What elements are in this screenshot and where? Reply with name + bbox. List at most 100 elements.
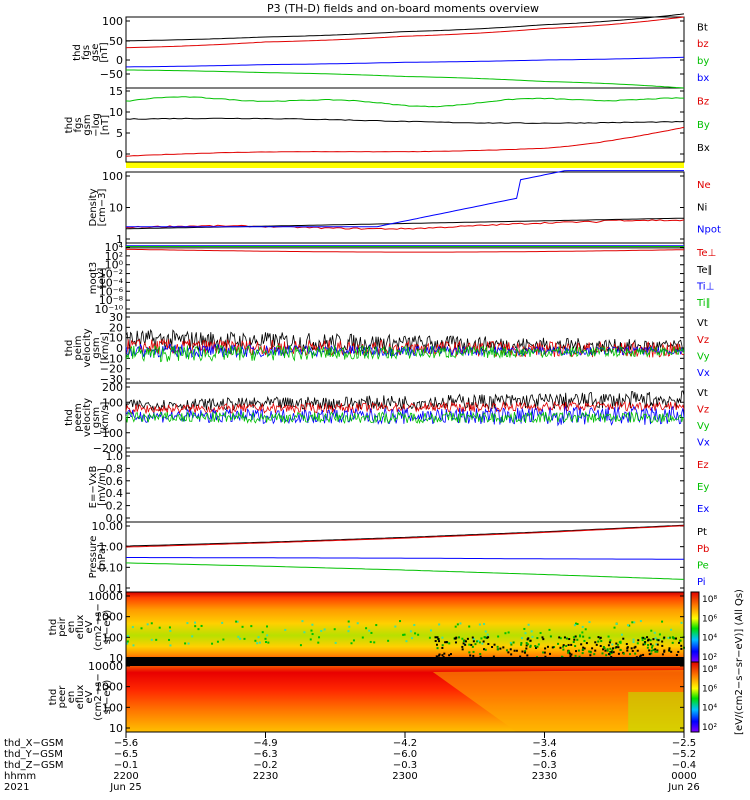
xaxis-value: −0.4 — [672, 760, 696, 771]
spec-pixel — [211, 642, 214, 645]
spec-pixel — [612, 651, 615, 654]
spec-pixel — [303, 631, 306, 634]
spec-pixel — [617, 652, 620, 655]
spec-pixel — [577, 649, 580, 652]
spec-pixel — [611, 643, 614, 646]
spec-pixel — [615, 642, 618, 645]
legend-entry: bz — [697, 39, 709, 50]
spec-pixel — [548, 628, 551, 631]
spec-pixel — [194, 621, 197, 624]
spec-pixel — [668, 647, 671, 650]
spec-pixel — [670, 628, 673, 631]
spec-pixel — [642, 643, 645, 646]
ytick-label: 0 — [116, 412, 123, 425]
spec-pixel — [593, 653, 596, 656]
y-axis-label: (cm2−s− — [93, 603, 104, 650]
spec-pixel — [483, 623, 486, 626]
xaxis-value: −0.1 — [114, 760, 138, 771]
trace-Te-perp — [125, 248, 685, 253]
y-axis-label: Pressure — [88, 536, 99, 579]
spec-pixel — [581, 631, 584, 634]
spec-pixel — [309, 638, 312, 641]
spec-pixel — [604, 649, 607, 652]
spec-pixel — [585, 642, 588, 645]
spec-pixel — [461, 648, 464, 651]
trace-Pb — [125, 525, 685, 548]
spec-pixel — [588, 621, 591, 624]
xaxis-row-label: thd_Y−GSM — [4, 749, 63, 760]
spec-pixel — [671, 641, 674, 644]
legend-entry: Vx — [697, 368, 710, 379]
spec-pixel — [527, 623, 530, 626]
xaxis-value: 0000 — [671, 771, 696, 782]
spec-pixel — [628, 624, 631, 627]
spec-pixel — [236, 620, 239, 623]
spec-pixel — [436, 655, 439, 658]
ytick-label: 10⁰ — [105, 259, 124, 272]
status-bar — [126, 162, 684, 168]
y-axis-label: E=−VxB — [88, 466, 99, 509]
spec-pixel — [581, 625, 584, 628]
spec-pixel — [615, 646, 618, 649]
spec-pixel — [464, 640, 467, 643]
spec-pixel — [608, 653, 611, 656]
spec-pixel — [512, 641, 515, 644]
spec-pixel — [492, 655, 495, 658]
xaxis-value: −4.9 — [253, 738, 277, 749]
spec-pixel — [507, 651, 510, 654]
spec-pixel — [216, 640, 219, 643]
spec-pixel — [520, 642, 523, 645]
y-axis-label: peir — [57, 616, 68, 636]
spec-pixel — [670, 650, 673, 653]
spec-pixel — [496, 648, 499, 651]
spec-pixel — [168, 638, 171, 641]
y-axis-label: velocity — [82, 398, 93, 437]
spec-pixel — [444, 641, 447, 644]
spec-pixel — [562, 648, 565, 651]
legend-entry: Ti∥ — [696, 298, 711, 309]
spec-pixel — [671, 636, 674, 639]
trace-Bz — [125, 126, 685, 157]
spec-pixel — [413, 624, 416, 627]
spec-pixel — [523, 627, 526, 630]
spec-pixel — [472, 640, 475, 643]
panel-density: 100 10 1 Density[cm−3] Ne Ni Npot — [88, 170, 721, 246]
spec-pixel — [657, 639, 660, 642]
spec-pixel — [509, 641, 512, 644]
spec-pixel — [572, 640, 575, 643]
spec-pixel — [428, 636, 431, 639]
spec-pixel — [643, 637, 646, 640]
spec-pixel — [441, 646, 444, 649]
y-axis-label: thd — [48, 689, 59, 706]
spec-pixel — [634, 652, 637, 655]
spec-pixel — [576, 623, 579, 626]
ytick-label: −10 — [100, 352, 123, 365]
legend-entry: Vy — [697, 352, 710, 363]
spec-pixel — [563, 636, 566, 639]
spec-pixel — [663, 649, 666, 652]
colorbar — [690, 591, 700, 663]
spec-pixel — [239, 637, 242, 640]
spec-pixel — [478, 623, 481, 626]
spec-pixel — [628, 653, 631, 656]
spec-pixel — [535, 646, 538, 649]
y-axis-label: thd — [64, 340, 75, 357]
ytick-label: 0.6 — [106, 475, 124, 488]
spec-pixel — [484, 636, 487, 639]
legend-entry: Pe — [697, 561, 709, 572]
spec-pixel — [441, 636, 444, 639]
spec-pixel — [334, 641, 337, 644]
spec-pixel — [509, 648, 512, 651]
y-axis-label: en — [66, 621, 77, 634]
spec-pixel — [557, 642, 560, 645]
spec-pixel — [468, 643, 471, 646]
spec-pixel — [458, 636, 461, 639]
spec-pixel — [615, 622, 618, 625]
spec-pixel — [603, 647, 606, 650]
legend-entry: Vt — [697, 388, 708, 399]
xaxis-value: −3.4 — [532, 738, 556, 749]
spec-pixel — [558, 636, 561, 639]
spec-pixel — [636, 642, 639, 645]
colorbar-tick: 10⁸ — [702, 595, 717, 605]
